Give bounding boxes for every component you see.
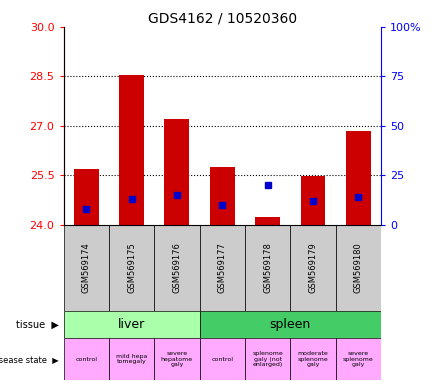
Title: GDS4162 / 10520360: GDS4162 / 10520360 xyxy=(148,12,297,26)
Text: moderate
splenome
galy: moderate splenome galy xyxy=(298,351,328,367)
Text: GSM569178: GSM569178 xyxy=(263,242,272,293)
Bar xyxy=(200,225,245,311)
Text: GSM569180: GSM569180 xyxy=(354,242,363,293)
Bar xyxy=(154,338,200,380)
Text: GSM569174: GSM569174 xyxy=(82,242,91,293)
Text: GSM569177: GSM569177 xyxy=(218,242,227,293)
Bar xyxy=(290,225,336,311)
Text: liver: liver xyxy=(118,318,145,331)
Text: splenome
galy (not
enlarged): splenome galy (not enlarged) xyxy=(252,351,283,367)
Bar xyxy=(300,176,325,225)
Bar xyxy=(200,311,381,338)
Bar xyxy=(336,338,381,380)
Bar xyxy=(64,225,109,311)
Text: GSM569175: GSM569175 xyxy=(127,242,136,293)
Text: severe
splenome
galy: severe splenome galy xyxy=(343,351,374,367)
Bar xyxy=(109,225,154,311)
Text: disease state  ▶: disease state ▶ xyxy=(0,354,59,364)
Bar xyxy=(74,169,99,225)
Bar xyxy=(164,119,189,225)
Bar xyxy=(64,311,200,338)
Text: mild hepa
tomegaly: mild hepa tomegaly xyxy=(116,354,147,364)
Bar xyxy=(200,338,245,380)
Text: GSM569176: GSM569176 xyxy=(173,242,181,293)
Bar xyxy=(346,131,371,225)
Bar xyxy=(210,167,235,225)
Bar xyxy=(245,225,290,311)
Bar xyxy=(154,225,200,311)
Text: GSM569179: GSM569179 xyxy=(308,242,318,293)
Bar xyxy=(245,338,290,380)
Bar xyxy=(336,225,381,311)
Text: spleen: spleen xyxy=(270,318,311,331)
Bar xyxy=(109,338,154,380)
Text: severe
hepatome
galy: severe hepatome galy xyxy=(161,351,193,367)
Bar xyxy=(64,338,109,380)
Bar xyxy=(119,74,144,225)
Bar xyxy=(290,338,336,380)
Bar xyxy=(255,217,280,225)
Text: control: control xyxy=(211,356,233,362)
Text: tissue  ▶: tissue ▶ xyxy=(16,319,59,329)
Text: control: control xyxy=(75,356,97,362)
